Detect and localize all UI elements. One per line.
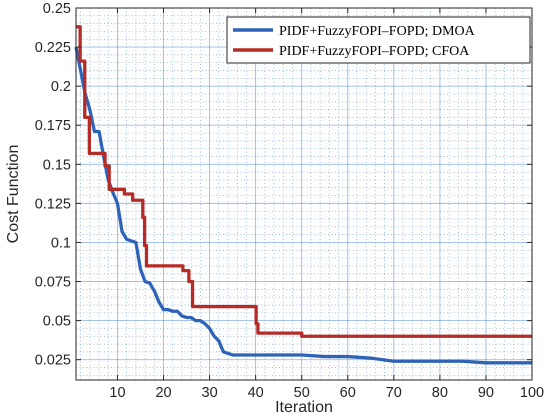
y-tick-label: 0.2 bbox=[51, 79, 71, 95]
x-axis-label: Iteration bbox=[275, 399, 333, 416]
x-tick-label: 80 bbox=[432, 385, 448, 401]
x-tick-label: 90 bbox=[478, 385, 494, 401]
x-tick-label: 100 bbox=[520, 385, 544, 401]
x-tick-label: 50 bbox=[294, 385, 310, 401]
y-tick-label: 0.175 bbox=[35, 118, 71, 134]
minor-grid bbox=[76, 8, 532, 380]
x-tick-label: 60 bbox=[340, 385, 356, 401]
series-line-cfoa bbox=[76, 25, 532, 338]
y-tick-label: 0.075 bbox=[35, 275, 71, 291]
plot-frame bbox=[75, 7, 533, 381]
series-layer bbox=[74, 25, 532, 365]
x-tick-label: 20 bbox=[155, 385, 171, 401]
x-tick-label: 30 bbox=[202, 385, 218, 401]
legend: PIDF+FuzzyFOPI–FOPD; DMOA PIDF+FuzzyFOPI… bbox=[226, 16, 531, 64]
y-tick-label: 0.05 bbox=[43, 314, 71, 330]
legend-label-cfoa: PIDF+FuzzyFOPI–FOPD; CFOA bbox=[279, 44, 470, 59]
y-axis-label: Cost Function bbox=[5, 145, 22, 244]
x-tick-labels: 10 20 30 40 50 60 70 80 90 100 bbox=[109, 385, 544, 401]
major-grid bbox=[76, 7, 533, 380]
y-tick-label: 0.025 bbox=[35, 353, 71, 369]
x-tick-label: 10 bbox=[109, 385, 125, 401]
x-tick-label: 40 bbox=[248, 385, 264, 401]
legend-box bbox=[226, 16, 531, 64]
y-tick-label: 0.225 bbox=[35, 40, 71, 56]
legend-label-dmoa: PIDF+FuzzyFOPI–FOPD; DMOA bbox=[279, 24, 476, 39]
y-tick-label: 0.25 bbox=[43, 1, 71, 17]
y-tick-label: 0.15 bbox=[43, 157, 71, 173]
y-tick-label: 0.125 bbox=[35, 196, 71, 212]
ticks-layer bbox=[76, 7, 533, 380]
y-tick-label: 0.1 bbox=[51, 235, 71, 251]
y-tick-labels: 0.025 0.05 0.075 0.1 0.125 0.15 0.175 0.2 0.225 0… bbox=[35, 1, 71, 369]
x-tick-label: 70 bbox=[386, 385, 402, 401]
